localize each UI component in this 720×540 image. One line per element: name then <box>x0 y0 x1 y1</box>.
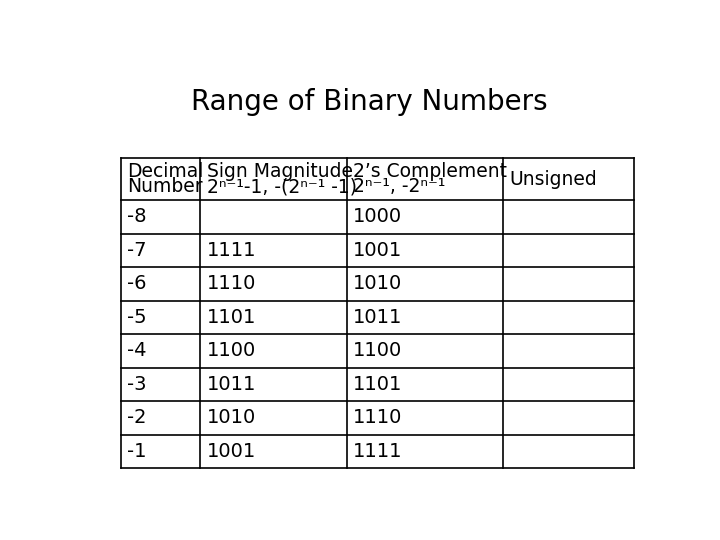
Text: 1101: 1101 <box>354 375 402 394</box>
Text: 1011: 1011 <box>354 308 402 327</box>
Text: 1001: 1001 <box>207 442 256 461</box>
Text: 1010: 1010 <box>354 274 402 293</box>
Text: -1: -1 <box>127 442 147 461</box>
Text: Unsigned: Unsigned <box>510 170 598 189</box>
Text: Number: Number <box>127 177 203 197</box>
Text: 1100: 1100 <box>207 341 256 360</box>
Text: 1101: 1101 <box>207 308 256 327</box>
Text: 1010: 1010 <box>207 408 256 427</box>
Text: -8: -8 <box>127 207 147 226</box>
Text: Sign Magnitude: Sign Magnitude <box>207 162 353 181</box>
Text: 2ⁿ⁻¹-1, -(2ⁿ⁻¹ -1): 2ⁿ⁻¹-1, -(2ⁿ⁻¹ -1) <box>207 177 357 197</box>
Text: 1000: 1000 <box>354 207 402 226</box>
Text: 2ⁿ⁻¹, -2ⁿ⁻¹: 2ⁿ⁻¹, -2ⁿ⁻¹ <box>354 177 446 197</box>
Text: Range of Binary Numbers: Range of Binary Numbers <box>191 88 547 116</box>
Text: 1110: 1110 <box>207 274 256 293</box>
Text: 2’s Complement: 2’s Complement <box>354 162 508 181</box>
Text: Decimal: Decimal <box>127 162 204 181</box>
Text: 1111: 1111 <box>207 241 256 260</box>
Text: 1110: 1110 <box>354 408 402 427</box>
Text: -7: -7 <box>127 241 147 260</box>
Text: 1100: 1100 <box>354 341 402 360</box>
Text: -3: -3 <box>127 375 147 394</box>
Text: 1111: 1111 <box>354 442 402 461</box>
Text: -2: -2 <box>127 408 147 427</box>
Text: 1001: 1001 <box>354 241 402 260</box>
Text: 1011: 1011 <box>207 375 256 394</box>
Text: -4: -4 <box>127 341 147 360</box>
Text: -5: -5 <box>127 308 147 327</box>
Text: -6: -6 <box>127 274 147 293</box>
